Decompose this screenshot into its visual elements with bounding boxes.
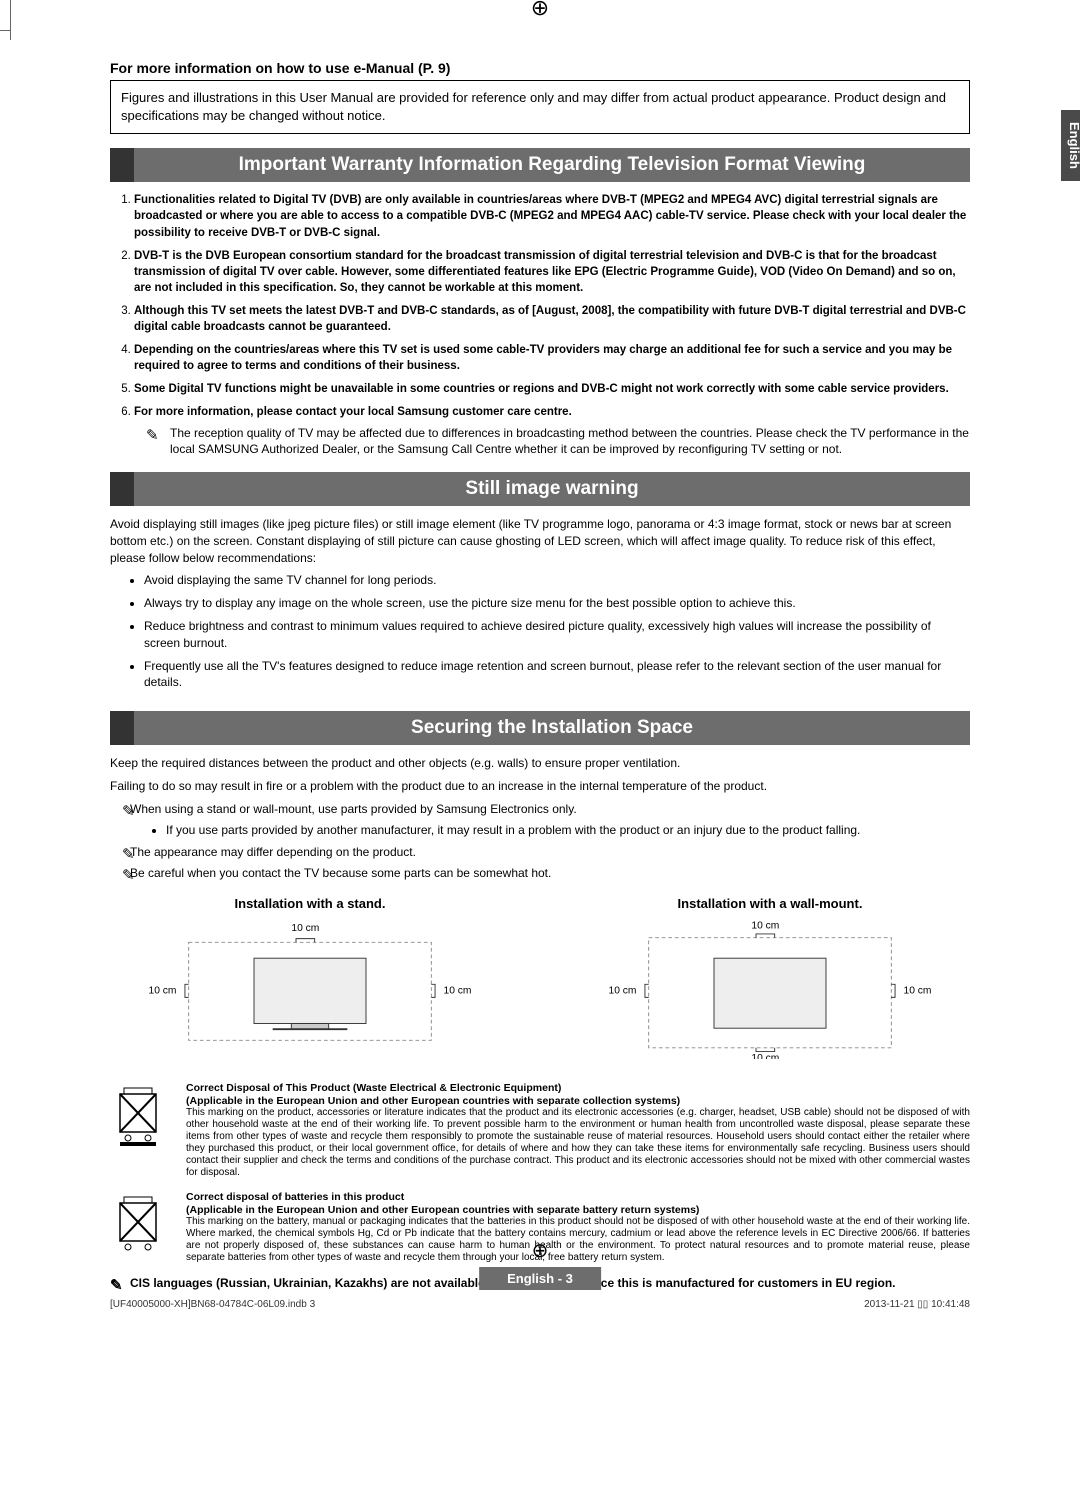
disposal-product-row: Correct Disposal of This Product (Waste … — [110, 1082, 970, 1179]
print-metadata: [UF40005000-XH]BN68-04784C-06L09.indb 3 … — [110, 1299, 970, 1310]
list-item: Depending on the countries/areas where t… — [134, 344, 952, 372]
print-timestamp: 2013-11-21 ▯▯ 10:41:48 — [864, 1299, 970, 1310]
install-stand-title: Installation with a stand. — [110, 896, 510, 911]
disposal-battery-title: Correct disposal of batteries in this pr… — [186, 1191, 970, 1204]
crop-mark — [10, 0, 11, 40]
install-stand-diagram: 10 cm 10 cm 10 cm — [110, 919, 510, 1059]
installation-diagrams-row: Installation with a stand. 10 cm 10 cm 1… — [110, 896, 970, 1062]
dist-label: 10 cm — [904, 986, 932, 997]
dist-label: 10 cm — [751, 1053, 779, 1059]
dist-label: 10 cm — [291, 923, 319, 934]
list-item: Although this TV set meets the latest DV… — [134, 305, 966, 333]
disposal-product-subtitle: (Applicable in the European Union and ot… — [186, 1095, 970, 1108]
disposal-product-text: Correct Disposal of This Product (Waste … — [186, 1082, 970, 1179]
weee-bin-icon — [110, 1082, 166, 1146]
print-filename: [UF40005000-XH]BN68-04784C-06L09.indb 3 — [110, 1299, 315, 1310]
securing-note1: When using a stand or wall-mount, use pa… — [110, 801, 970, 818]
language-side-tab: English — [1061, 110, 1080, 181]
securing-note3: Be careful when you contact the TV becau… — [110, 865, 970, 882]
registration-mark-icon: ⊕ — [531, 0, 549, 21]
list-item: DVB-T is the DVB European consortium sta… — [134, 250, 956, 294]
still-image-section-header: Still image warning — [110, 472, 970, 506]
still-image-bullets: Avoid displaying the same TV channel for… — [110, 572, 970, 691]
warranty-subnote: The reception quality of TV may be affec… — [134, 425, 970, 459]
disposal-product-body: This marking on the product, accessories… — [186, 1107, 970, 1178]
install-wall-title: Installation with a wall-mount. — [570, 896, 970, 911]
installation-stand-column: Installation with a stand. 10 cm 10 cm 1… — [110, 896, 510, 1062]
list-item: For more information, please contact you… — [134, 406, 572, 418]
securing-section-header: Securing the Installation Space — [110, 711, 970, 745]
disposal-battery-subtitle: (Applicable in the European Union and ot… — [186, 1204, 970, 1217]
list-item: Reduce brightness and contrast to minimu… — [144, 618, 970, 652]
disposal-product-title: Correct Disposal of This Product (Waste … — [186, 1082, 970, 1095]
dist-label: 10 cm — [751, 920, 779, 931]
crop-mark — [0, 30, 10, 31]
list-item: Always try to display any image on the w… — [144, 595, 970, 612]
list-item: Some Digital TV functions might be unava… — [134, 383, 949, 395]
securing-para1: Keep the required distances between the … — [110, 755, 970, 772]
warranty-section-header: Important Warranty Information Regarding… — [110, 148, 970, 182]
dist-label: 10 cm — [609, 986, 637, 997]
still-image-intro: Avoid displaying still images (like jpeg… — [110, 516, 970, 566]
list-item: Avoid displaying the same TV channel for… — [144, 572, 970, 589]
list-item: Functionalities related to Digital TV (D… — [134, 194, 966, 238]
list-item: Frequently use all the TV's features des… — [144, 658, 970, 692]
securing-note2: The appearance may differ depending on t… — [110, 844, 970, 861]
page-number: English - 3 — [479, 1267, 601, 1290]
list-item: If you use parts provided by another man… — [166, 822, 970, 839]
battery-bin-icon — [110, 1191, 166, 1255]
securing-para2: Failing to do so may result in fire or a… — [110, 778, 970, 795]
installation-wall-column: Installation with a wall-mount. 10 cm 10… — [570, 896, 970, 1062]
page-footer: ⊕ English - 3 — [479, 1238, 601, 1290]
dist-label: 10 cm — [149, 986, 177, 997]
install-wall-diagram: 10 cm 10 cm 10 cm 10 cm — [570, 919, 970, 1059]
notice-box: Figures and illustrations in this User M… — [110, 80, 970, 134]
warranty-list: Functionalities related to Digital TV (D… — [110, 192, 970, 458]
e-manual-heading: For more information on how to use e-Man… — [110, 60, 970, 76]
securing-inner-bullets: If you use parts provided by another man… — [110, 822, 970, 839]
dist-label: 10 cm — [444, 986, 472, 997]
registration-mark-icon: ⊕ — [479, 1238, 601, 1263]
